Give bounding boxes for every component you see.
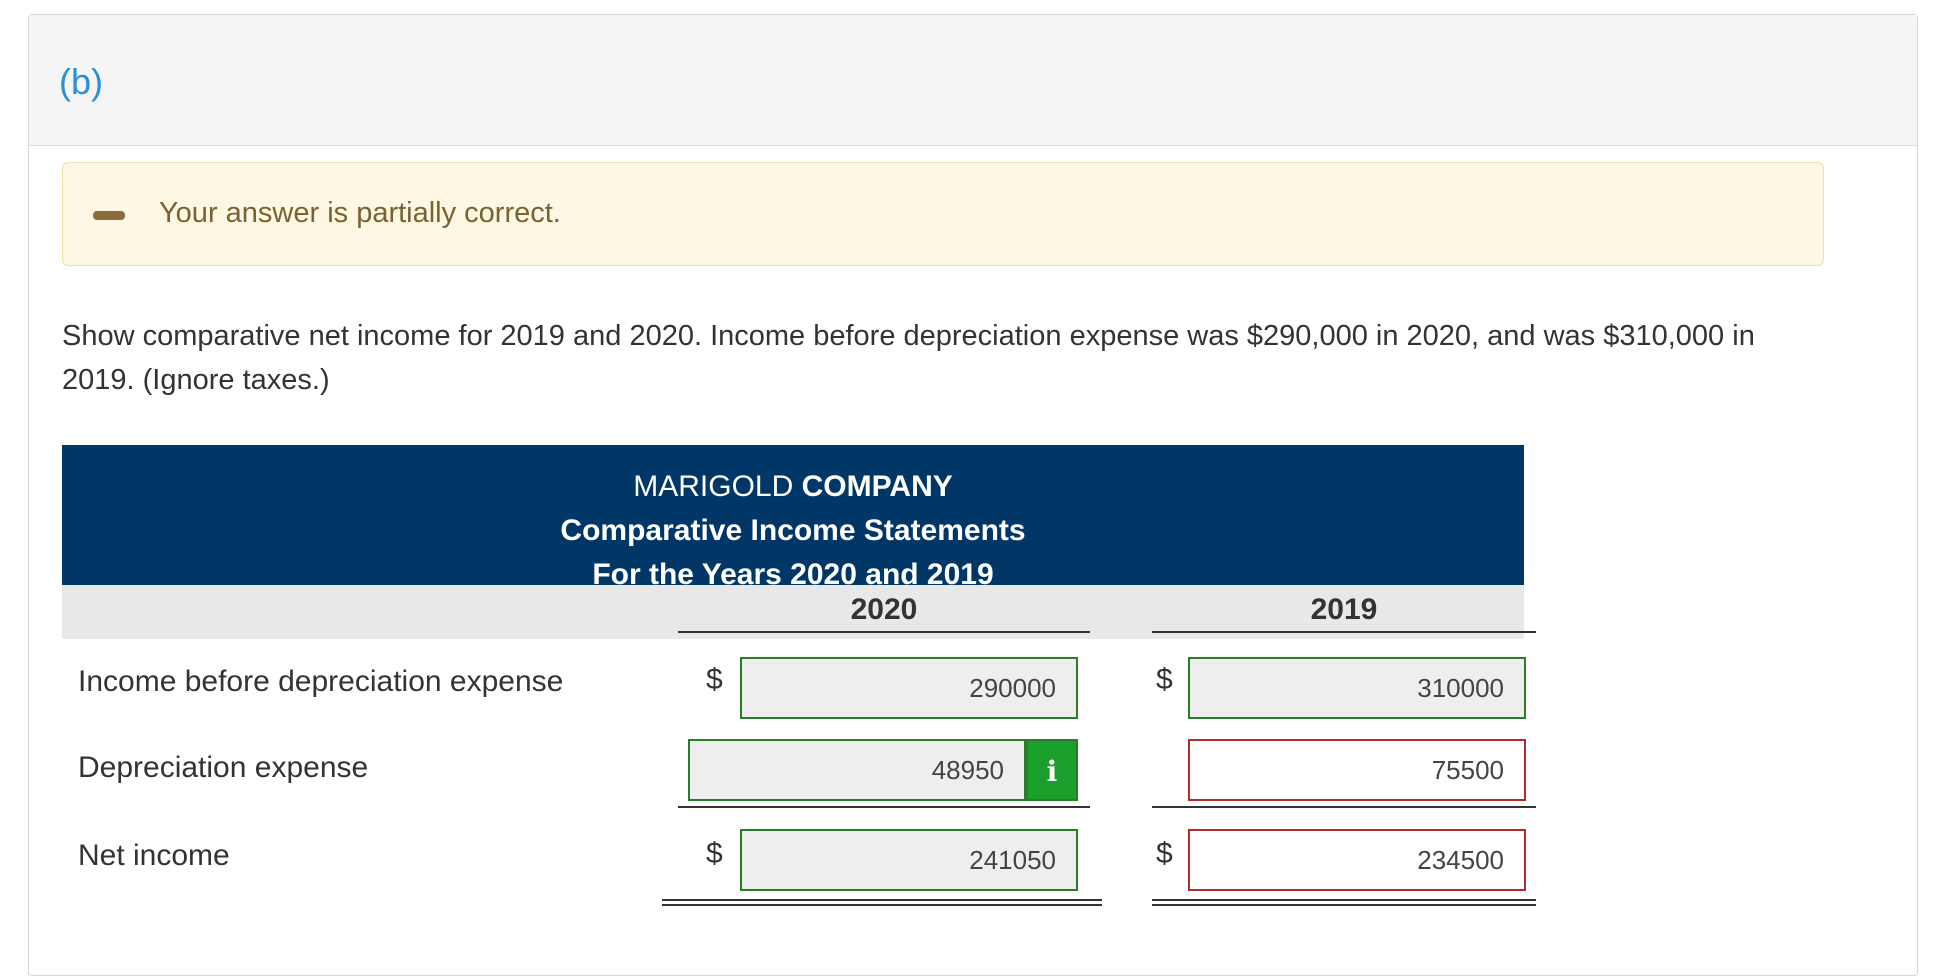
dollar-sign: $ xyxy=(1156,663,1173,696)
question-text: Show comparative net income for 2019 and… xyxy=(62,320,1755,396)
column-header-2019: 2019 xyxy=(1152,589,1536,633)
statement-header: MARIGOLD COMPANY Comparative Income Stat… xyxy=(62,445,1524,591)
column-header-band: 2020 2019 xyxy=(62,585,1536,639)
alert-message: Your answer is partially correct. xyxy=(159,197,561,229)
info-icon[interactable]: i xyxy=(1026,739,1078,801)
column-header-2020: 2020 xyxy=(678,589,1090,633)
total-double-underline-2020 xyxy=(662,899,1102,906)
depreciation-expense-2019-input[interactable] xyxy=(1188,739,1526,801)
table-row: Income before depreciation expense $ $ xyxy=(62,649,1526,731)
net-income-2019-input[interactable] xyxy=(1188,829,1526,891)
part-header: (b) xyxy=(29,15,1917,146)
dollar-sign: $ xyxy=(1156,837,1173,870)
subtotal-underline-2019 xyxy=(1152,806,1536,808)
dollar-sign: $ xyxy=(706,837,723,870)
part-label: (b) xyxy=(59,61,103,102)
total-double-underline-2019 xyxy=(1152,899,1536,906)
net-income-2020-input[interactable] xyxy=(740,829,1078,891)
table-row: Net income $ $ xyxy=(62,813,1536,906)
income-before-depreciation-2020-input[interactable] xyxy=(740,657,1078,719)
company-name: MARIGOLD COMPANY xyxy=(633,470,953,503)
minus-icon xyxy=(93,211,125,220)
dollar-sign: $ xyxy=(706,663,723,696)
subtotal-underline-2020 xyxy=(678,806,1090,808)
partial-correct-alert: Your answer is partially correct. xyxy=(62,162,1824,266)
depreciation-expense-2020-input[interactable] xyxy=(688,739,1026,801)
statement-title: Comparative Income Statements xyxy=(560,514,1026,547)
table-row: Depreciation expense i xyxy=(62,731,1536,813)
row-label-net-income: Net income xyxy=(78,839,230,872)
row-label-depreciation-expense: Depreciation expense xyxy=(78,751,369,784)
income-before-depreciation-2019-input[interactable] xyxy=(1188,657,1526,719)
row-label-income-before-depreciation: Income before depreciation expense xyxy=(78,665,564,698)
income-statement: MARIGOLD COMPANY Comparative Income Stat… xyxy=(62,445,1536,906)
